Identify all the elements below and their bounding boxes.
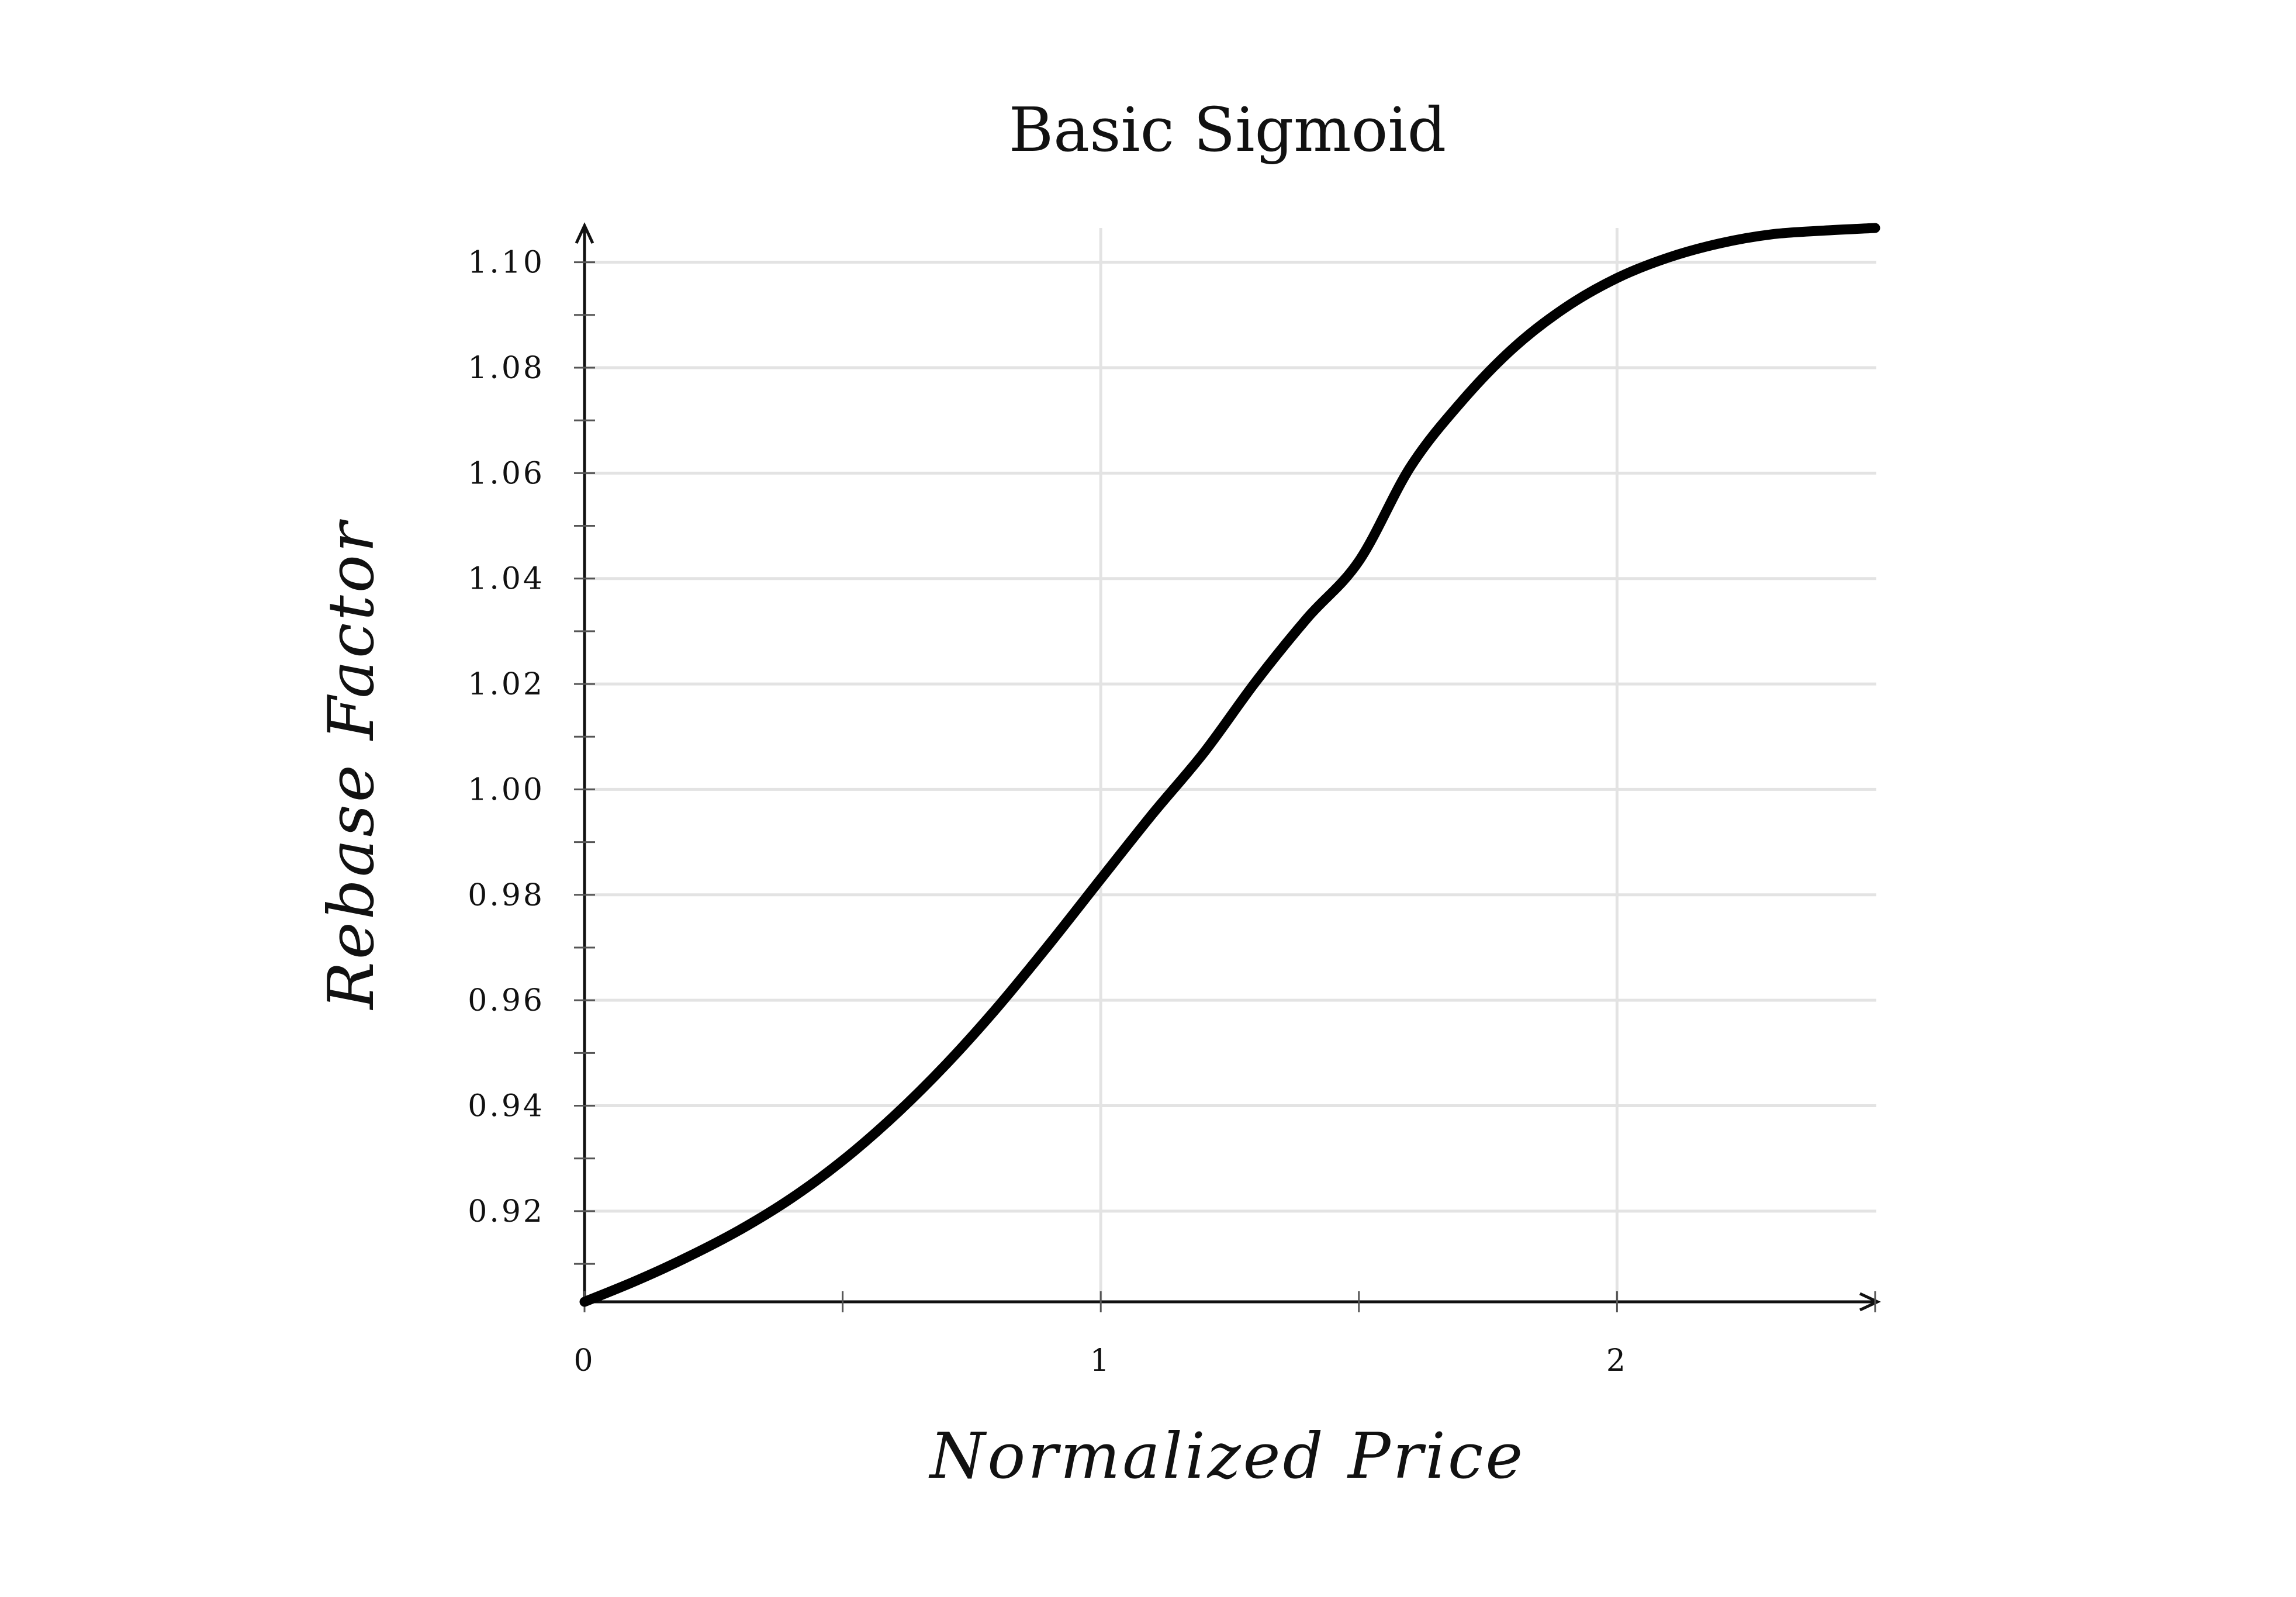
x-axis-label: Normalized Price <box>928 1420 1526 1493</box>
y-tick-label-3: 0.98 <box>468 878 545 913</box>
y-tick-label-5: 1.02 <box>468 667 545 702</box>
series-line <box>579 223 1880 1307</box>
y-tick-label-4: 1.00 <box>468 772 545 807</box>
tick-labels: 0.92 0.94 0.96 0.98 1.00 1.02 1.04 1.06 1.08 1.10… <box>468 246 1628 1378</box>
y-tick-label-6: 1.04 <box>468 562 545 597</box>
y-tick-label-9: 1.10 <box>468 246 545 281</box>
y-axis-arrow <box>575 222 594 244</box>
y-tick-label-8: 1.08 <box>468 351 545 386</box>
y-tick-label-7: 1.06 <box>468 456 545 491</box>
y-tick-label-1: 0.94 <box>468 1089 545 1124</box>
y-tick-label-0: 0.92 <box>468 1194 545 1229</box>
x-axis-arrow <box>1859 1292 1881 1312</box>
ticks <box>574 261 1876 1312</box>
y-axis-label: Rebase Factor <box>315 519 388 1010</box>
x-tick-label-1: 1 <box>1090 1343 1112 1378</box>
x-tick-label-0: 0 <box>573 1343 595 1378</box>
grid <box>585 228 1876 1302</box>
x-tick-label-2: 2 <box>1606 1343 1628 1378</box>
y-tick-label-2: 0.96 <box>468 983 545 1018</box>
chart-title: Basic Sigmoid <box>1009 94 1447 165</box>
